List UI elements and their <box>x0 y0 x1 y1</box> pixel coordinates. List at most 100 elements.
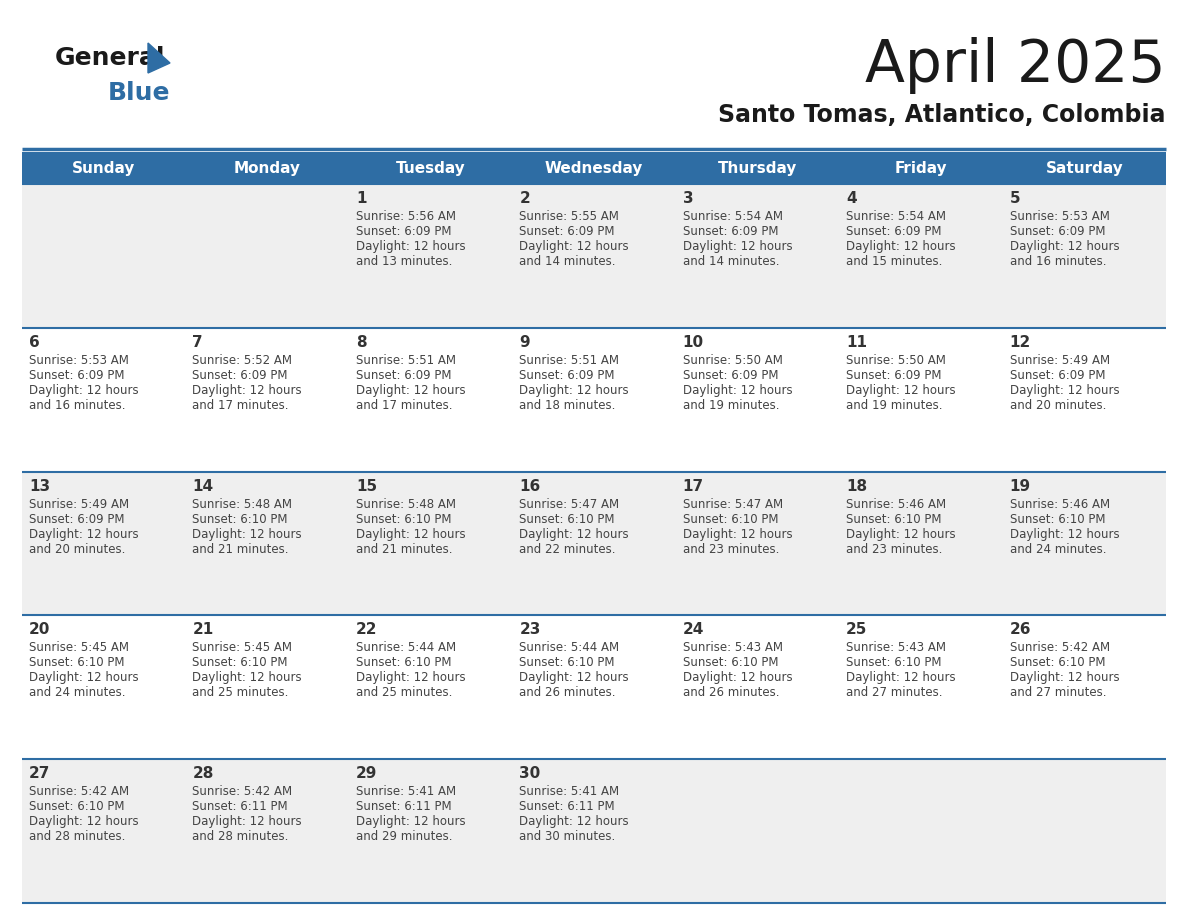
Text: Sunset: 6:09 PM: Sunset: 6:09 PM <box>29 512 125 526</box>
Text: and 13 minutes.: and 13 minutes. <box>356 255 453 268</box>
Text: and 29 minutes.: and 29 minutes. <box>356 830 453 844</box>
Text: Sunrise: 5:54 AM: Sunrise: 5:54 AM <box>683 210 783 223</box>
Text: and 17 minutes.: and 17 minutes. <box>356 398 453 412</box>
Text: 14: 14 <box>192 478 214 494</box>
Text: Daylight: 12 hours: Daylight: 12 hours <box>683 671 792 685</box>
Text: Sunset: 6:10 PM: Sunset: 6:10 PM <box>29 800 125 813</box>
Text: Sunset: 6:09 PM: Sunset: 6:09 PM <box>519 369 614 382</box>
Text: Sunset: 6:11 PM: Sunset: 6:11 PM <box>192 800 287 813</box>
Text: Sunrise: 5:49 AM: Sunrise: 5:49 AM <box>29 498 129 510</box>
Text: and 27 minutes.: and 27 minutes. <box>846 687 942 700</box>
Text: and 27 minutes.: and 27 minutes. <box>1010 687 1106 700</box>
Text: Sunset: 6:10 PM: Sunset: 6:10 PM <box>356 512 451 526</box>
Text: Daylight: 12 hours: Daylight: 12 hours <box>356 671 466 685</box>
Text: Daylight: 12 hours: Daylight: 12 hours <box>356 240 466 253</box>
Text: 30: 30 <box>519 767 541 781</box>
Text: Sunrise: 5:42 AM: Sunrise: 5:42 AM <box>1010 642 1110 655</box>
Text: 8: 8 <box>356 335 366 350</box>
Text: Sunset: 6:09 PM: Sunset: 6:09 PM <box>1010 225 1105 238</box>
Text: Sunrise: 5:48 AM: Sunrise: 5:48 AM <box>192 498 292 510</box>
Text: Daylight: 12 hours: Daylight: 12 hours <box>29 528 139 541</box>
Text: Sunset: 6:11 PM: Sunset: 6:11 PM <box>356 800 451 813</box>
Text: Sunrise: 5:54 AM: Sunrise: 5:54 AM <box>846 210 946 223</box>
Text: Sunset: 6:09 PM: Sunset: 6:09 PM <box>356 225 451 238</box>
Text: Santo Tomas, Atlantico, Colombia: Santo Tomas, Atlantico, Colombia <box>719 103 1165 127</box>
Bar <box>23 759 1165 903</box>
Text: Sunset: 6:11 PM: Sunset: 6:11 PM <box>519 800 615 813</box>
Text: Daylight: 12 hours: Daylight: 12 hours <box>192 671 302 685</box>
Text: 23: 23 <box>519 622 541 637</box>
Text: and 28 minutes.: and 28 minutes. <box>29 830 126 844</box>
Text: Daylight: 12 hours: Daylight: 12 hours <box>846 671 956 685</box>
Text: Tuesday: Tuesday <box>396 161 466 175</box>
Text: Sunset: 6:10 PM: Sunset: 6:10 PM <box>519 512 614 526</box>
Text: and 22 minutes.: and 22 minutes. <box>519 543 615 555</box>
Text: 3: 3 <box>683 191 694 206</box>
Text: Sunrise: 5:47 AM: Sunrise: 5:47 AM <box>683 498 783 510</box>
Text: Sunset: 6:10 PM: Sunset: 6:10 PM <box>192 512 287 526</box>
Text: and 14 minutes.: and 14 minutes. <box>519 255 615 268</box>
Text: and 26 minutes.: and 26 minutes. <box>683 687 779 700</box>
Text: Sunset: 6:10 PM: Sunset: 6:10 PM <box>29 656 125 669</box>
Text: and 26 minutes.: and 26 minutes. <box>519 687 615 700</box>
Text: Daylight: 12 hours: Daylight: 12 hours <box>683 384 792 397</box>
Text: and 23 minutes.: and 23 minutes. <box>846 543 942 555</box>
Text: 25: 25 <box>846 622 867 637</box>
Text: Sunrise: 5:46 AM: Sunrise: 5:46 AM <box>846 498 947 510</box>
Text: Sunset: 6:09 PM: Sunset: 6:09 PM <box>683 225 778 238</box>
Text: Daylight: 12 hours: Daylight: 12 hours <box>519 528 628 541</box>
Text: April 2025: April 2025 <box>865 37 1165 94</box>
Text: and 20 minutes.: and 20 minutes. <box>29 543 126 555</box>
Text: Daylight: 12 hours: Daylight: 12 hours <box>846 240 956 253</box>
Text: Sunrise: 5:44 AM: Sunrise: 5:44 AM <box>519 642 619 655</box>
Text: Sunset: 6:10 PM: Sunset: 6:10 PM <box>846 512 942 526</box>
Text: Sunset: 6:09 PM: Sunset: 6:09 PM <box>29 369 125 382</box>
Text: and 30 minutes.: and 30 minutes. <box>519 830 615 844</box>
Text: Sunrise: 5:50 AM: Sunrise: 5:50 AM <box>683 353 783 367</box>
Text: 9: 9 <box>519 335 530 350</box>
Text: Sunrise: 5:41 AM: Sunrise: 5:41 AM <box>356 785 456 798</box>
Text: Sunrise: 5:44 AM: Sunrise: 5:44 AM <box>356 642 456 655</box>
Text: Sunset: 6:09 PM: Sunset: 6:09 PM <box>1010 369 1105 382</box>
Bar <box>23 184 1165 328</box>
Text: Sunrise: 5:43 AM: Sunrise: 5:43 AM <box>683 642 783 655</box>
Text: Blue: Blue <box>108 81 171 105</box>
Text: Daylight: 12 hours: Daylight: 12 hours <box>1010 671 1119 685</box>
Text: Daylight: 12 hours: Daylight: 12 hours <box>846 528 956 541</box>
Text: Sunrise: 5:53 AM: Sunrise: 5:53 AM <box>1010 210 1110 223</box>
Text: and 17 minutes.: and 17 minutes. <box>192 398 289 412</box>
Text: and 24 minutes.: and 24 minutes. <box>1010 543 1106 555</box>
Text: Monday: Monday <box>234 161 301 175</box>
Text: 26: 26 <box>1010 622 1031 637</box>
Text: Sunrise: 5:51 AM: Sunrise: 5:51 AM <box>356 353 456 367</box>
Text: Sunrise: 5:55 AM: Sunrise: 5:55 AM <box>519 210 619 223</box>
Text: Daylight: 12 hours: Daylight: 12 hours <box>1010 528 1119 541</box>
Text: Sunset: 6:10 PM: Sunset: 6:10 PM <box>683 512 778 526</box>
Text: Daylight: 12 hours: Daylight: 12 hours <box>519 671 628 685</box>
Bar <box>23 328 1165 472</box>
Text: Daylight: 12 hours: Daylight: 12 hours <box>192 528 302 541</box>
Text: Sunrise: 5:47 AM: Sunrise: 5:47 AM <box>519 498 619 510</box>
Text: Daylight: 12 hours: Daylight: 12 hours <box>192 815 302 828</box>
Text: 2: 2 <box>519 191 530 206</box>
Text: Thursday: Thursday <box>718 161 797 175</box>
Text: and 18 minutes.: and 18 minutes. <box>519 398 615 412</box>
Text: 1: 1 <box>356 191 366 206</box>
Text: General: General <box>55 46 165 70</box>
Text: and 24 minutes.: and 24 minutes. <box>29 687 126 700</box>
Text: and 19 minutes.: and 19 minutes. <box>846 398 942 412</box>
Text: 6: 6 <box>29 335 39 350</box>
Text: Daylight: 12 hours: Daylight: 12 hours <box>519 240 628 253</box>
Text: Sunset: 6:09 PM: Sunset: 6:09 PM <box>192 369 287 382</box>
Text: 5: 5 <box>1010 191 1020 206</box>
Text: and 25 minutes.: and 25 minutes. <box>192 687 289 700</box>
Text: Sunrise: 5:48 AM: Sunrise: 5:48 AM <box>356 498 456 510</box>
Text: Sunrise: 5:43 AM: Sunrise: 5:43 AM <box>846 642 946 655</box>
Text: Sunset: 6:10 PM: Sunset: 6:10 PM <box>846 656 942 669</box>
Bar <box>23 472 1165 615</box>
Text: Sunset: 6:09 PM: Sunset: 6:09 PM <box>683 369 778 382</box>
Text: 29: 29 <box>356 767 378 781</box>
Text: Daylight: 12 hours: Daylight: 12 hours <box>846 384 956 397</box>
Bar <box>23 152 1165 184</box>
Text: and 16 minutes.: and 16 minutes. <box>29 398 126 412</box>
